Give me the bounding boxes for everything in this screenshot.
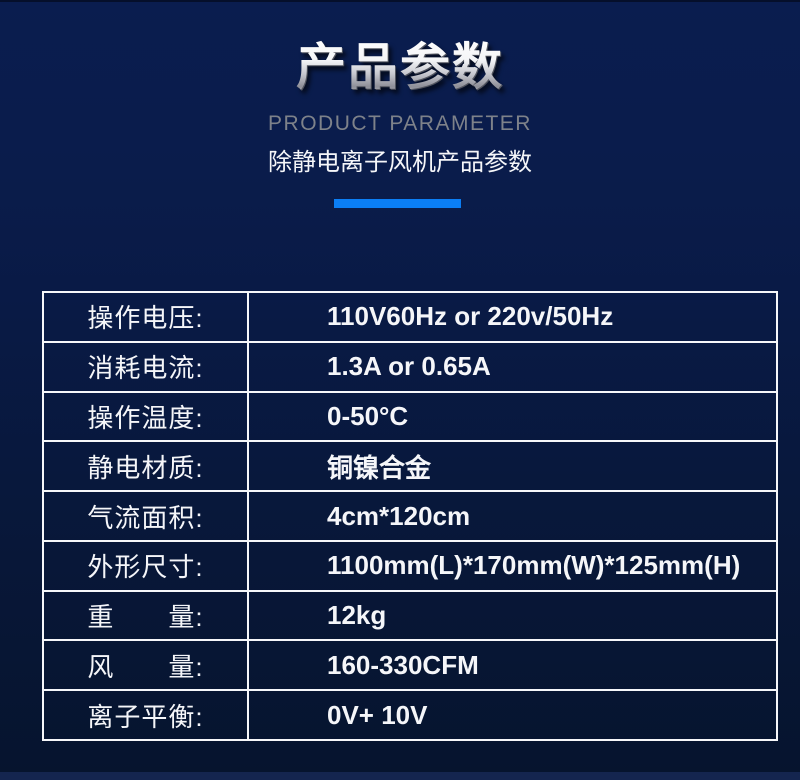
- subtitle-chinese: 除静电离子风机产品参数: [268, 149, 532, 176]
- spec-label: 操作温度:: [44, 392, 249, 441]
- spec-label: 消耗电流:: [44, 342, 249, 391]
- table-row: 风 量: 160-330CFM: [44, 639, 776, 690]
- spec-label: 操作电压:: [44, 293, 249, 341]
- spec-value: 1.3A or 0.65A: [327, 351, 491, 382]
- spec-value: 0V+ 10V: [327, 699, 428, 730]
- spec-value: 1100mm(L)*170mm(W)*125mm(H): [327, 550, 741, 581]
- spec-label: 离子平衡:: [44, 691, 249, 740]
- table-row: 消耗电流: 1.3A or 0.65A: [44, 340, 776, 391]
- table-row: 气流面积: 4cm*120cm: [44, 490, 776, 540]
- table-row: 外形尺寸: 1100mm(L)*170mm(W)*125mm(H): [44, 539, 776, 590]
- spec-value: 铜镍合金: [327, 452, 432, 483]
- table-row: 离子平衡: 0V+ 10V: [44, 689, 776, 740]
- table-row: 操作温度: 0-50°C: [44, 390, 776, 441]
- top-edge-line: [0, 0, 800, 2]
- spec-table: 操作电压: 110V60Hz or 220v/50Hz 消耗电流: 1.3A o…: [42, 291, 778, 741]
- spec-value: 110V60Hz or 220v/50Hz: [327, 301, 614, 332]
- spec-value: 12kg: [327, 600, 387, 631]
- spec-value: 0-50°C: [327, 400, 409, 431]
- page-title: 产品参数: [0, 36, 800, 99]
- bottom-section-strip: [0, 772, 800, 780]
- table-row: 操作电压: 110V60Hz or 220v/50Hz: [44, 293, 776, 341]
- subtitle-english: PRODUCT PARAMETER: [268, 112, 532, 135]
- spec-label: 气流面积:: [44, 492, 249, 540]
- table-row: 重 量: 12kg: [44, 589, 776, 640]
- accent-underline-bar: [334, 199, 461, 208]
- spec-label: 静电材质:: [44, 442, 249, 491]
- spec-label: 外形尺寸:: [44, 541, 249, 590]
- spec-label: 重 量:: [44, 591, 249, 640]
- spec-value: 4cm*120cm: [327, 500, 471, 531]
- spec-value: 160-330CFM: [327, 649, 479, 680]
- table-row: 静电材质: 铜镍合金: [44, 440, 776, 491]
- spec-label: 风 量:: [44, 641, 249, 690]
